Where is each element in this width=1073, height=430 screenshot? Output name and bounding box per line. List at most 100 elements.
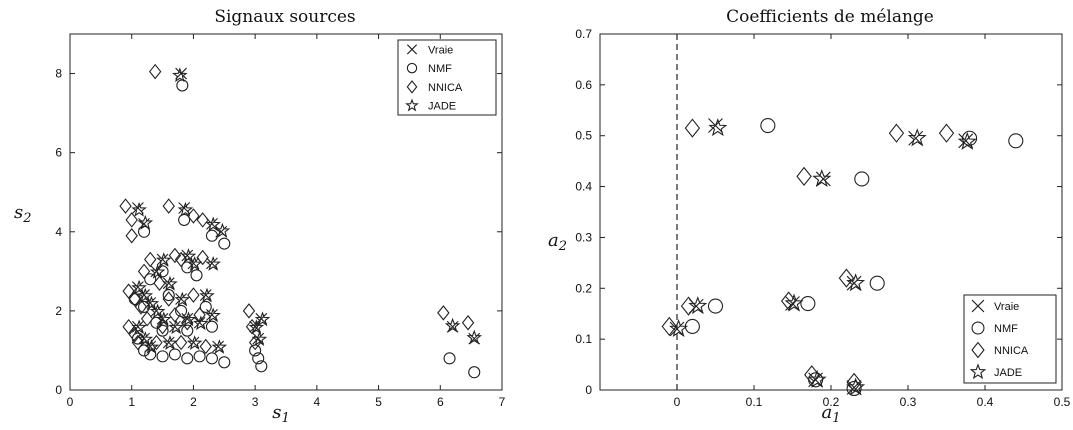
point-nnica: [242, 303, 256, 319]
point-jade: [174, 291, 191, 307]
x-tick-label: 1: [128, 395, 135, 409]
point-vraie: [131, 320, 144, 333]
y-tick-label: 0.6: [575, 78, 592, 92]
point-nmf: [156, 265, 169, 278]
x-tick-label: 7: [499, 395, 506, 409]
legend-label: JADE: [994, 367, 1022, 379]
point-jade: [205, 216, 221, 232]
point-nnica: [125, 227, 138, 244]
point-vraie: [669, 321, 685, 337]
chart-title: Coefficients de mélange: [726, 7, 934, 27]
point-jade: [168, 319, 184, 335]
point-jade: [143, 339, 160, 354]
point-vraie: [212, 340, 225, 353]
y-tick-label: 0.1: [575, 332, 592, 346]
point-nnica: [150, 334, 163, 351]
point-nnica: [838, 268, 855, 288]
point-nnica: [796, 166, 812, 187]
x-tick-label: 3: [252, 395, 259, 409]
point-nmf: [468, 366, 481, 379]
point-nnica: [140, 311, 154, 327]
point-nnica: [131, 334, 145, 351]
point-jade: [812, 168, 832, 188]
point-nnica: [148, 63, 162, 80]
point-nmf: [800, 295, 816, 312]
point-jade: [807, 369, 827, 388]
point-nmf: [205, 320, 218, 333]
point-nnica: [168, 247, 182, 264]
point-nmf: [168, 348, 181, 361]
point-nnica: [888, 123, 905, 143]
legend-label: NNICA: [994, 345, 1029, 357]
point-nmf: [156, 350, 169, 363]
point-vraie: [206, 257, 218, 270]
x-tick-label: 0.2: [823, 395, 840, 409]
point-nnica: [174, 251, 188, 268]
legend-marker-nmf: [406, 62, 418, 74]
point-nmf: [144, 273, 157, 286]
point-jade: [688, 296, 708, 315]
point-vraie: [150, 265, 163, 278]
y-tick-label: 0.7: [575, 27, 592, 41]
point-jade: [466, 329, 483, 345]
point-jade: [251, 331, 268, 346]
x-tick-label: 0: [67, 395, 74, 409]
point-jade: [162, 275, 178, 291]
point-vraie: [181, 249, 194, 262]
point-vraie: [815, 171, 831, 187]
point-jade: [846, 377, 866, 396]
point-nnica: [153, 275, 166, 291]
tick-layer: 0 0.1 0.2 0.3 0.4 0.5 0 0.1 0.2 0.3 0.4 0.5 0.6 0.7: [575, 27, 1070, 409]
point-jade: [199, 287, 215, 303]
legend: Vraie NMF NNICA JADE: [963, 294, 1057, 384]
point-jade: [156, 252, 172, 267]
point-vraie: [175, 293, 187, 305]
point-vraie: [206, 308, 218, 321]
y-tick-label: 8: [55, 67, 62, 81]
legend-label: Vraie: [994, 301, 1019, 313]
point-nmf: [218, 237, 231, 250]
tick-layer: 0 1 2 3 4 5 6 7 0 2 4 6 8: [55, 34, 506, 409]
point-nnica: [128, 291, 142, 307]
point-vraie: [187, 336, 200, 349]
chart-coefficients-de-melange: Coefficients de mélange 0 0.1 0.2 0.3 0.4 0.5…: [548, 7, 1071, 426]
legend-marker-nmf: [971, 321, 985, 335]
point-nmf: [199, 300, 212, 313]
point-nnica: [122, 283, 135, 299]
legend-label: NNICA: [428, 82, 463, 94]
point-jade: [784, 293, 804, 312]
point-nnica: [437, 305, 450, 321]
y-tick-label: 2: [55, 304, 62, 318]
point-jade: [907, 128, 927, 147]
point-nmf: [1008, 133, 1024, 149]
point-nmf: [252, 352, 265, 365]
point-nmf: [162, 289, 175, 302]
legend-marker-vraie: [406, 44, 418, 55]
point-nnica: [196, 212, 209, 228]
point-nmf: [205, 352, 218, 365]
y-tick-label: 0.3: [575, 230, 592, 244]
point-jade: [193, 315, 209, 331]
point-nmf: [869, 275, 885, 291]
point-jade: [211, 339, 228, 354]
points-layer: [661, 117, 1024, 397]
point-nmf: [707, 298, 724, 314]
legend-marker-nnica: [971, 341, 985, 359]
legend-label: JADE: [428, 101, 456, 113]
x-tick-label: 0.4: [977, 395, 994, 409]
point-vraie: [162, 336, 175, 349]
point-vraie: [252, 332, 265, 345]
y-tick-label: 0: [55, 383, 62, 397]
point-jade: [214, 222, 231, 238]
point-nnica: [461, 315, 475, 331]
point-jade: [131, 201, 147, 217]
point-jade: [444, 317, 461, 333]
point-nnica: [248, 334, 262, 351]
y-tick-label: 0.2: [575, 281, 592, 295]
x-axis-label: s1: [272, 402, 290, 426]
point-jade: [143, 295, 160, 311]
point-jade: [156, 311, 172, 327]
point-vraie: [255, 312, 268, 325]
x-tick-label: 6: [437, 395, 444, 409]
